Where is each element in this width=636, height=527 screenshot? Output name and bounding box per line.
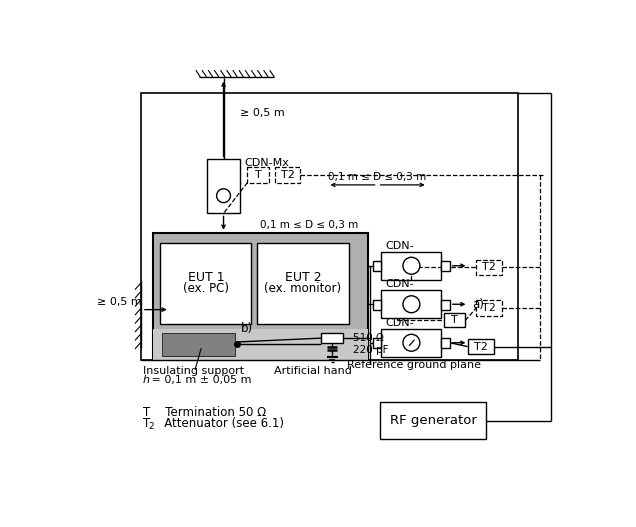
- Text: a): a): [473, 298, 484, 311]
- Text: CDN-: CDN-: [385, 241, 414, 251]
- Circle shape: [403, 257, 420, 274]
- Text: (ex. PC): (ex. PC): [183, 281, 229, 295]
- Bar: [153, 232, 368, 360]
- Text: T2: T2: [474, 341, 488, 352]
- Circle shape: [403, 334, 420, 351]
- Text: T2: T2: [482, 262, 496, 272]
- Bar: [247, 167, 269, 182]
- Text: EUT 2: EUT 2: [284, 271, 321, 284]
- Bar: [153, 329, 368, 360]
- Bar: [373, 338, 382, 348]
- Text: T2: T2: [482, 303, 496, 313]
- Text: 0,1 m ≤ D ≤ 0,3 m: 0,1 m ≤ D ≤ 0,3 m: [259, 220, 358, 230]
- Bar: [441, 338, 450, 348]
- Text: T: T: [142, 417, 150, 430]
- Bar: [160, 242, 251, 324]
- Bar: [441, 300, 450, 310]
- Bar: [162, 333, 235, 356]
- Bar: [444, 314, 466, 327]
- Bar: [321, 333, 343, 343]
- Text: T    Termination 50 Ω: T Termination 50 Ω: [142, 406, 266, 418]
- Text: 510 Ω: 510 Ω: [353, 333, 384, 343]
- Text: (ex. monitor): (ex. monitor): [265, 281, 342, 295]
- Text: CDN-: CDN-: [385, 279, 414, 289]
- Text: = 0,1 m ± 0,05 m: = 0,1 m ± 0,05 m: [148, 375, 252, 385]
- Text: CDN-Mx: CDN-Mx: [244, 158, 289, 168]
- Bar: [207, 160, 240, 213]
- Bar: [382, 329, 441, 357]
- Text: Insulating support: Insulating support: [142, 366, 244, 376]
- Bar: [141, 93, 518, 360]
- Circle shape: [403, 296, 420, 313]
- Bar: [476, 300, 502, 316]
- Bar: [373, 300, 382, 310]
- Bar: [380, 402, 486, 439]
- Text: h: h: [142, 375, 149, 385]
- Text: 220 pF: 220 pF: [353, 345, 389, 355]
- Text: 0,1 m ≤ D ≤ 0,3 m: 0,1 m ≤ D ≤ 0,3 m: [328, 172, 427, 182]
- Text: T: T: [451, 316, 458, 325]
- Bar: [441, 261, 450, 271]
- Text: CDN-: CDN-: [385, 318, 414, 328]
- Bar: [257, 242, 349, 324]
- Text: RF generator: RF generator: [389, 414, 476, 427]
- Text: T: T: [255, 170, 261, 180]
- Text: Reference ground plane: Reference ground plane: [347, 360, 481, 370]
- Text: EUT 1: EUT 1: [188, 271, 224, 284]
- Text: ≥ 0,5 m: ≥ 0,5 m: [240, 108, 285, 118]
- Bar: [373, 261, 382, 271]
- Text: 2: 2: [148, 422, 154, 431]
- Bar: [467, 339, 494, 354]
- Bar: [476, 260, 502, 275]
- Text: T2: T2: [280, 170, 294, 180]
- Text: ≥ 0,5 m: ≥ 0,5 m: [97, 297, 142, 307]
- Bar: [382, 252, 441, 280]
- Text: Attenuator (see 6.1): Attenuator (see 6.1): [153, 417, 284, 430]
- Bar: [382, 290, 441, 318]
- Text: Artificial hand: Artificial hand: [273, 366, 352, 376]
- Circle shape: [217, 189, 230, 202]
- Bar: [275, 167, 300, 182]
- Text: b): b): [240, 323, 252, 335]
